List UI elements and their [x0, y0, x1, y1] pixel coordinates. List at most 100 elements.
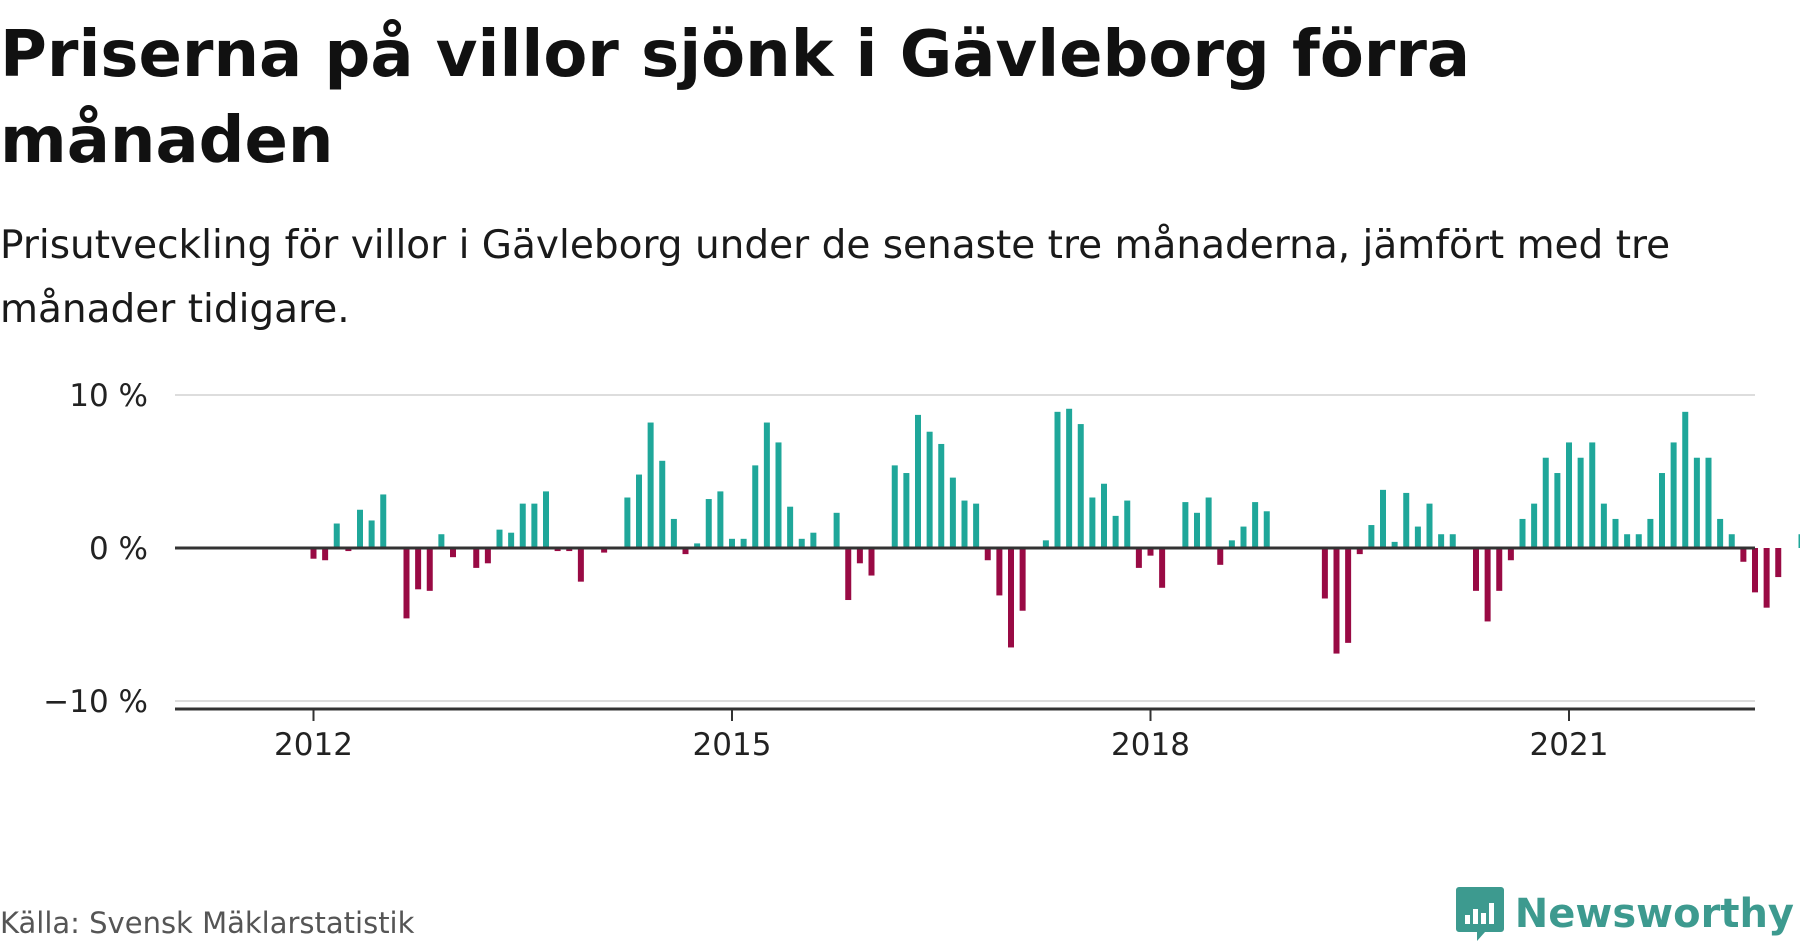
- y-tick-label: 0 %: [89, 531, 148, 567]
- newsworthy-logo-icon: [1455, 887, 1504, 941]
- bar: [543, 491, 549, 548]
- bar: [1763, 548, 1770, 608]
- bar: [1333, 548, 1340, 654]
- bar: [322, 548, 329, 561]
- bar: [659, 460, 666, 548]
- bar: [1194, 512, 1200, 548]
- bar: [1089, 497, 1096, 548]
- bar: [566, 548, 573, 552]
- bar: [682, 548, 689, 555]
- bar: [1542, 457, 1549, 548]
- bar: [1042, 540, 1049, 548]
- bar: [473, 548, 480, 568]
- bar: [1240, 526, 1247, 548]
- bar: [1647, 518, 1654, 548]
- bar: [1380, 489, 1386, 548]
- bar: [694, 543, 701, 548]
- gridlines: [175, 394, 1755, 702]
- x-tick-label: 2015: [693, 727, 772, 763]
- bar: [1356, 548, 1363, 555]
- bar: [1403, 492, 1410, 548]
- bar: [729, 538, 735, 548]
- bar: [1600, 503, 1607, 548]
- bar: [868, 548, 875, 576]
- bar: [1112, 515, 1119, 548]
- bar: [1438, 534, 1445, 548]
- bar: [1368, 525, 1375, 548]
- bar: [1554, 473, 1561, 548]
- bar: [670, 518, 677, 548]
- bar: [484, 548, 491, 564]
- bar: [577, 548, 584, 582]
- bar: [775, 442, 782, 548]
- bar: [705, 499, 712, 548]
- bar: [915, 414, 921, 548]
- bar: [554, 548, 561, 552]
- bar: [1705, 457, 1712, 548]
- bar: [450, 548, 456, 558]
- bar: [1217, 548, 1224, 565]
- bar: [938, 443, 945, 548]
- bar: [973, 503, 980, 548]
- bar: [961, 500, 968, 548]
- bar: [415, 548, 422, 590]
- bar: [1624, 534, 1631, 548]
- bar: [1124, 500, 1131, 548]
- bar-series: [310, 408, 1800, 654]
- bar: [1682, 411, 1689, 548]
- bar: [310, 548, 317, 559]
- bar: [1252, 502, 1259, 548]
- bar: [1519, 518, 1526, 548]
- bar: [752, 465, 759, 548]
- bar: [1205, 497, 1212, 548]
- bar: [1798, 534, 1800, 548]
- bar: [647, 422, 654, 548]
- x-tick-label: 2012: [274, 727, 353, 763]
- bar: [1426, 503, 1433, 548]
- bar-chart: 10 %0 %−10 %20122015201820212023−9 %: [43, 378, 1800, 763]
- bar: [717, 491, 724, 548]
- bar: [926, 431, 933, 548]
- bar: [357, 509, 363, 548]
- chart-subtitle: Prisutveckling för villor i Gävleborg un…: [0, 223, 1671, 332]
- bar: [1775, 548, 1782, 578]
- bar: [1321, 548, 1328, 599]
- bar: [1693, 457, 1700, 548]
- bar: [601, 548, 608, 553]
- bar: [1507, 548, 1514, 561]
- bar: [333, 523, 340, 548]
- y-tick-label: −10 %: [43, 684, 148, 720]
- source-note: Källa: Svensk Mäklarstatistik: [0, 906, 415, 940]
- bar: [1473, 548, 1479, 591]
- bar: [903, 473, 910, 548]
- bar: [810, 532, 817, 548]
- bar: [1740, 548, 1747, 562]
- bar: [1008, 548, 1014, 648]
- bar: [380, 494, 387, 548]
- x-tick-label: 2021: [1530, 727, 1609, 763]
- bar: [1449, 534, 1456, 548]
- bar: [1263, 511, 1270, 548]
- bar: [519, 503, 526, 548]
- bar: [1531, 503, 1538, 548]
- bar: [1566, 442, 1572, 548]
- bar: [787, 506, 794, 548]
- bar: [1752, 548, 1758, 593]
- bar: [1670, 442, 1677, 548]
- bar: [1054, 411, 1061, 548]
- x-tick-label: 2018: [1111, 727, 1190, 763]
- bar: [426, 548, 433, 591]
- bar: [1077, 424, 1084, 548]
- bar: [438, 534, 445, 548]
- bar: [1101, 483, 1107, 548]
- bar: [798, 538, 805, 548]
- bar: [1228, 540, 1235, 548]
- bar: [1484, 548, 1491, 622]
- tick-labels: 10 %0 %−10 %20122015201820212023−9 %: [43, 378, 1609, 763]
- bar: [1159, 548, 1166, 588]
- bar: [636, 474, 642, 548]
- bar: [1135, 548, 1142, 568]
- brand-logo: Newsworthy: [1455, 885, 1794, 943]
- bar: [949, 477, 956, 548]
- bar: [833, 512, 840, 548]
